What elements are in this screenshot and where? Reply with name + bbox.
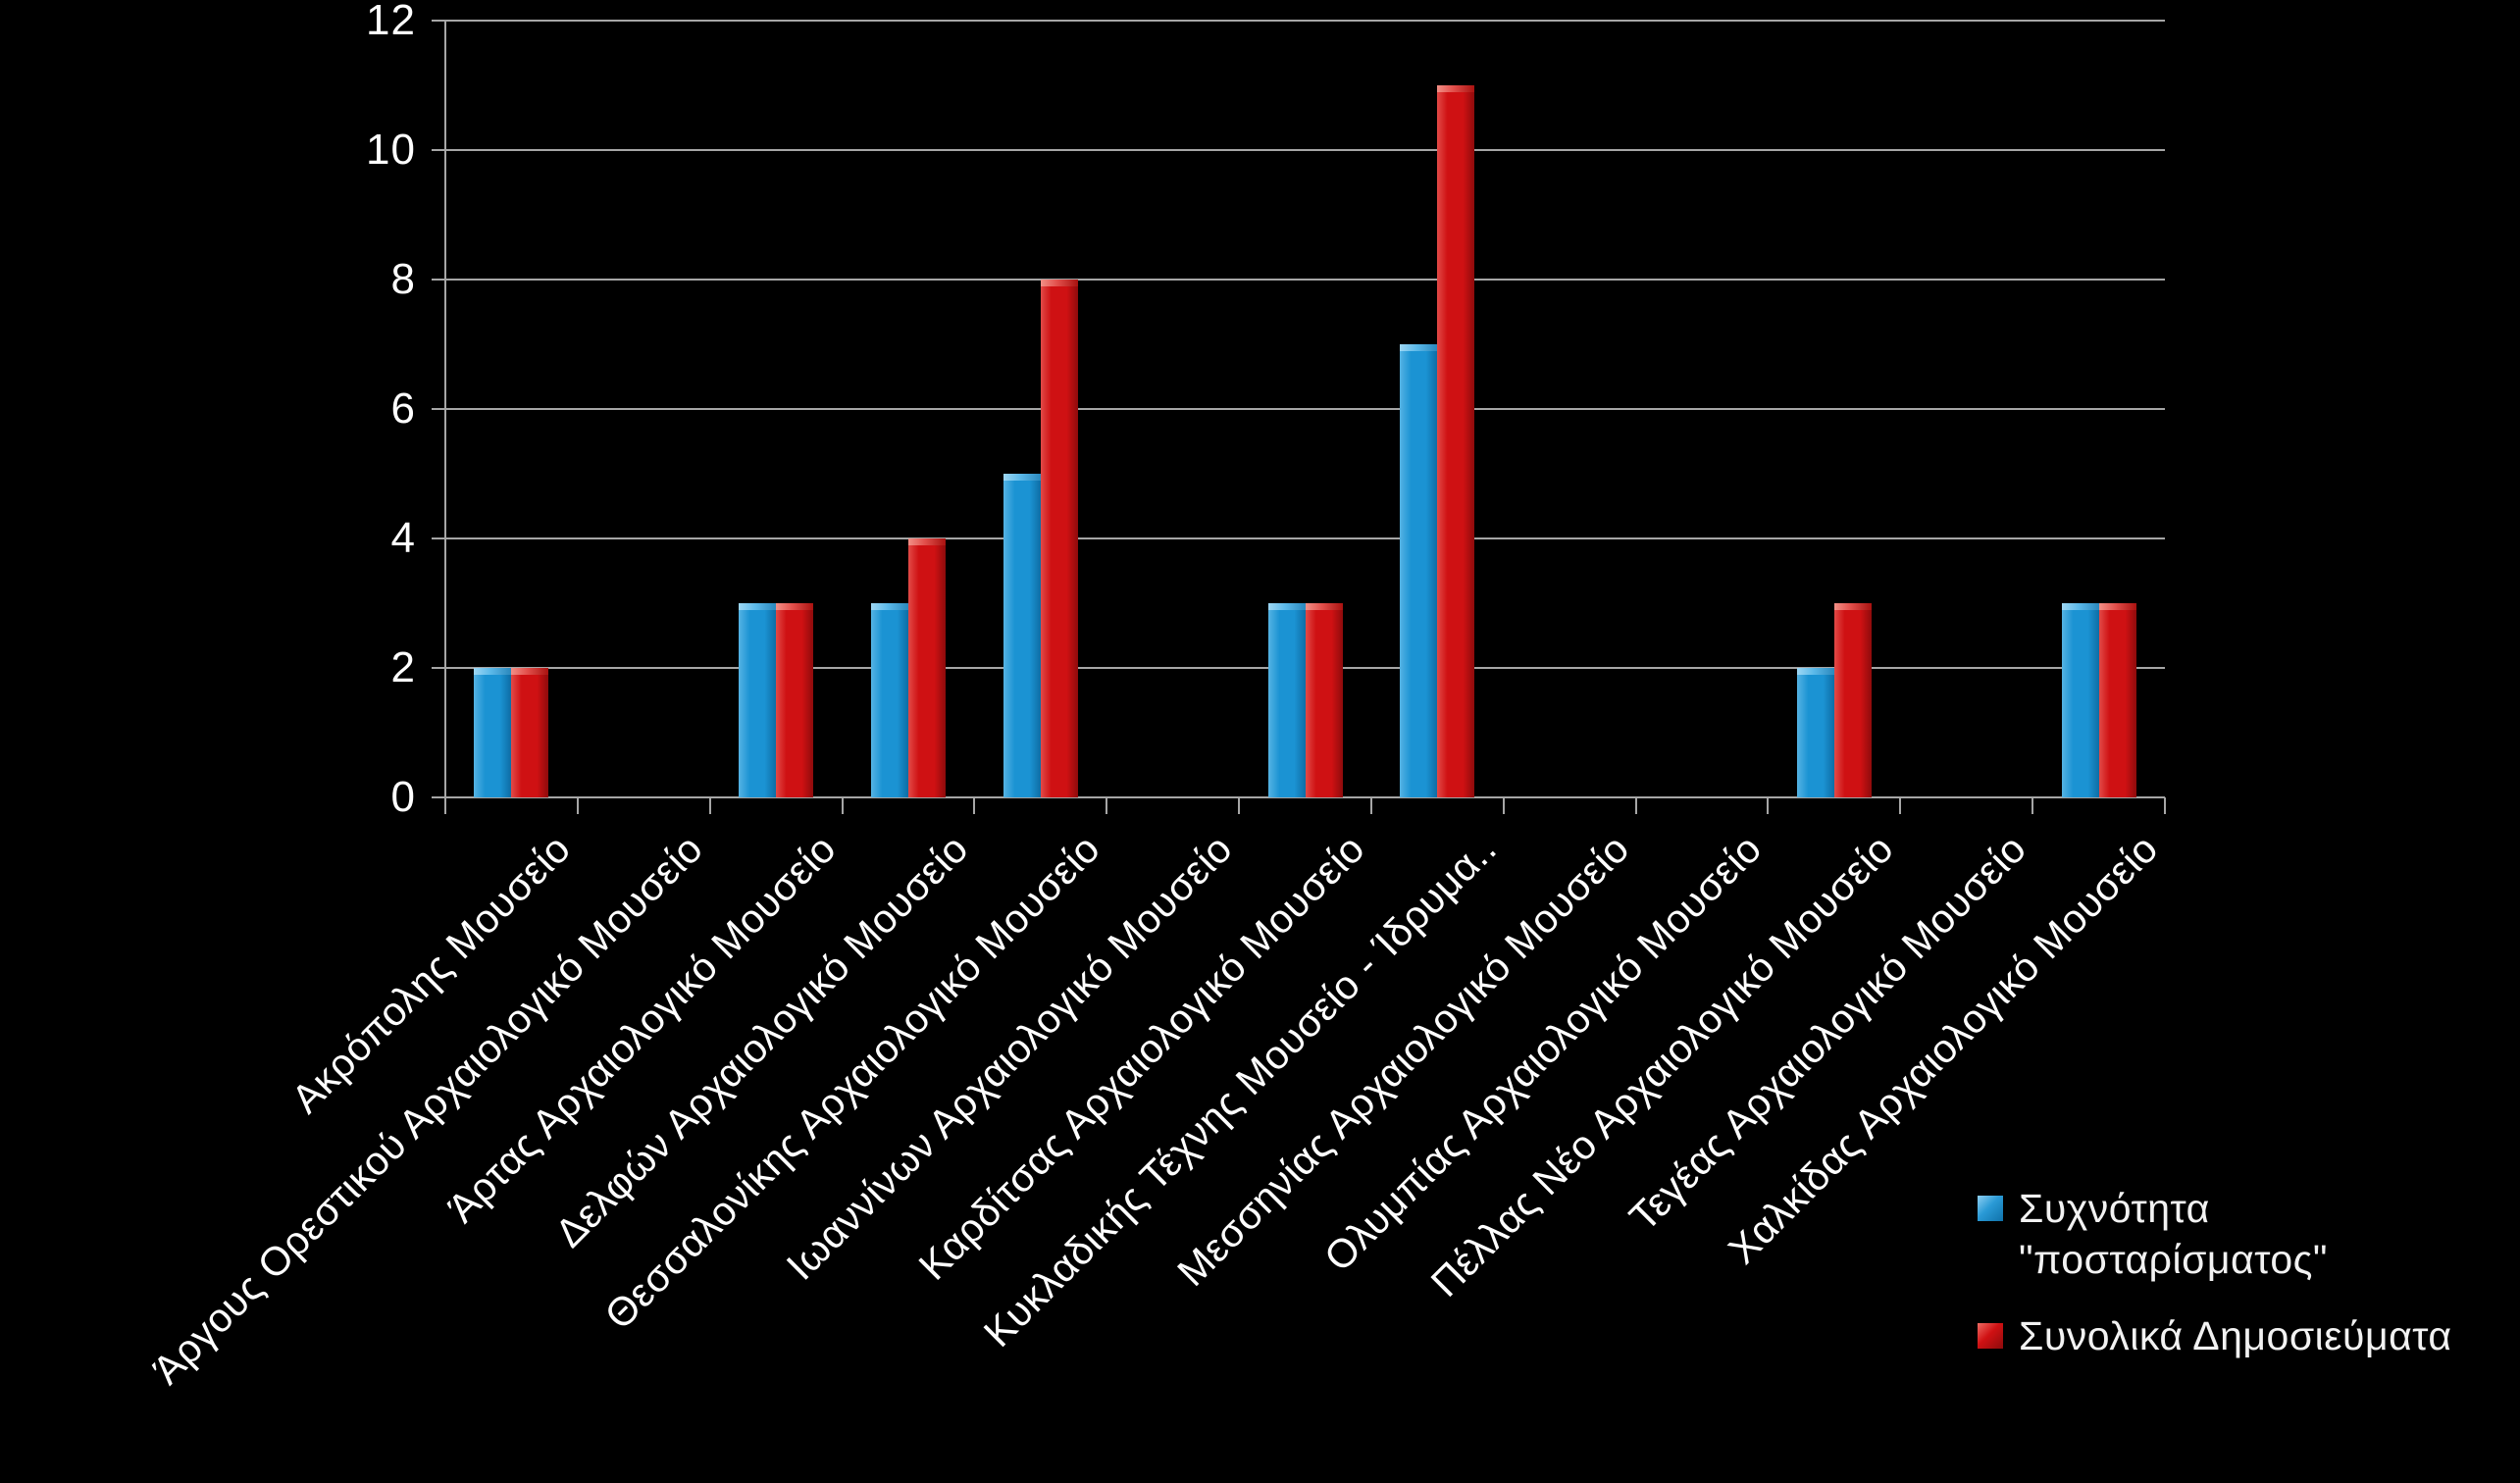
legend-label-frequency: Συχνότητα "ποσταρίσματος": [2019, 1183, 2328, 1285]
legend-label-total-line1: Συνολικά Δημοσιεύματα: [2019, 1313, 2452, 1358]
y-axis-tick: [432, 20, 445, 22]
gridline: [445, 20, 2165, 22]
x-category-label: Θεσσαλονίκης Αρχαιολογικό Μουσείο: [595, 825, 1109, 1339]
legend-label-frequency-line1: Συχνότητα: [2019, 1186, 2210, 1231]
bar-total: [1437, 85, 1475, 797]
bar-total: [1833, 603, 1872, 797]
y-axis-tick: [432, 279, 445, 281]
bar-total: [511, 668, 549, 797]
x-axis-tick: [841, 797, 844, 814]
gridline: [445, 149, 2165, 151]
x-axis-tick: [2031, 797, 2034, 814]
legend-item-total: Συνολικά Δημοσιεύματα: [1978, 1310, 2452, 1361]
x-category-label: Πέλλας Νέο Αρχαιολογικό Μουσείο: [1422, 825, 1903, 1305]
x-axis-tick: [1767, 797, 1770, 814]
y-axis-tick: [432, 667, 445, 669]
y-tick-label: 8: [390, 255, 416, 303]
bar-frequency: [739, 603, 777, 797]
bar-frequency: [2061, 603, 2099, 797]
legend: Συχνότητα "ποσταρίσματος" Συνολικά Δημοσ…: [1978, 1183, 2452, 1387]
legend-label-frequency-line2: "ποσταρίσματος": [2019, 1237, 2328, 1282]
gridline: [445, 537, 2165, 539]
y-axis-line: [444, 21, 446, 814]
bar-frequency: [1400, 344, 1438, 797]
bar-total: [2098, 603, 2136, 797]
y-axis-tick: [432, 537, 445, 539]
x-axis-tick: [1899, 797, 1902, 814]
bar-total: [907, 538, 946, 797]
bar-frequency: [1796, 668, 1834, 797]
y-axis-tick: [432, 149, 445, 151]
gridline: [445, 408, 2165, 410]
legend-swatch-frequency: [1978, 1196, 2003, 1221]
y-tick-label: 4: [390, 514, 416, 562]
x-axis-tick: [1502, 797, 1505, 814]
x-axis-tick: [1238, 797, 1241, 814]
x-axis-tick: [1634, 797, 1637, 814]
bar-frequency: [1267, 603, 1306, 797]
gridline: [445, 279, 2165, 281]
bar-total: [1305, 603, 1343, 797]
y-tick-label: 12: [366, 0, 416, 44]
x-axis-tick: [1106, 797, 1108, 814]
legend-swatch-total: [1978, 1323, 2003, 1349]
bar-frequency: [870, 603, 908, 797]
y-axis-tick: [432, 408, 445, 410]
x-axis-tick: [1369, 797, 1372, 814]
x-axis-tick: [708, 797, 711, 814]
y-tick-label: 10: [366, 126, 416, 174]
x-axis-tick: [973, 797, 976, 814]
bar-total: [776, 603, 814, 797]
bar-frequency: [1003, 474, 1041, 797]
legend-label-total: Συνολικά Δημοσιεύματα: [2019, 1310, 2452, 1361]
y-axis-tick: [432, 796, 445, 798]
legend-item-frequency: Συχνότητα "ποσταρίσματος": [1978, 1183, 2452, 1285]
bar-frequency: [474, 668, 512, 797]
y-tick-label: 6: [390, 384, 416, 433]
y-tick-label: 2: [390, 643, 416, 691]
x-axis-line: [445, 796, 2165, 798]
bar-total: [1040, 280, 1078, 797]
x-axis-tick: [2164, 797, 2166, 814]
y-tick-label: 0: [390, 773, 416, 821]
x-axis-tick: [576, 797, 579, 814]
x-axis-tick: [444, 797, 446, 814]
